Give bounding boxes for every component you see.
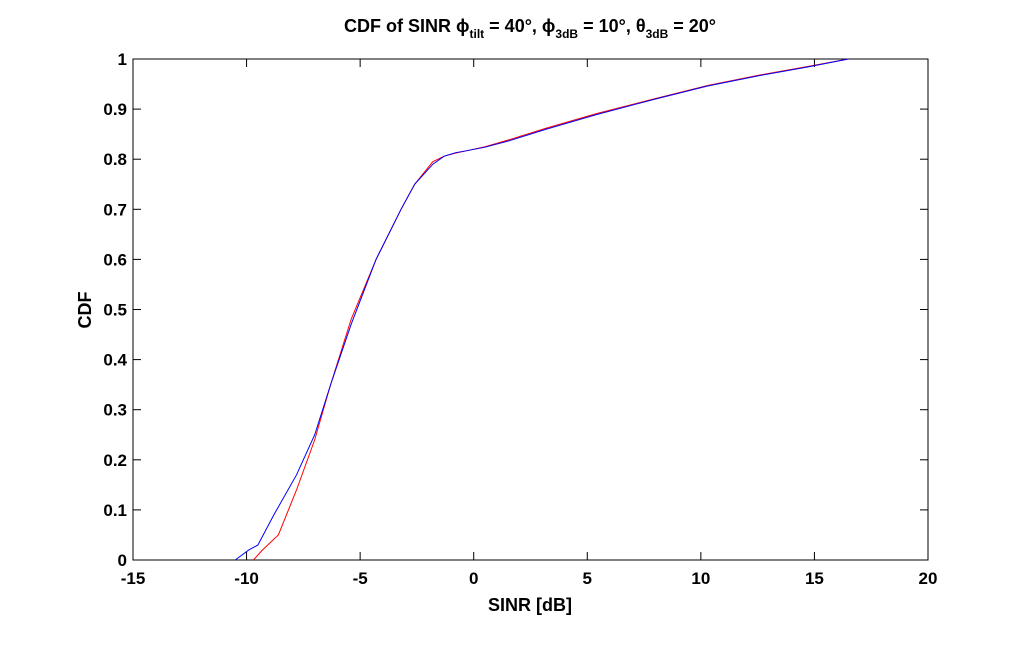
title-theta-value: = 20° (668, 16, 716, 36)
x-tick-label: 20 (919, 569, 938, 588)
x-tick-label: 5 (583, 569, 592, 588)
x-tick-label: -5 (353, 569, 368, 588)
title-tilt-subscript: tilt (470, 27, 485, 41)
title-phi3-value: = 10°, (578, 16, 636, 36)
series-line-2 (234, 58, 849, 561)
y-axis-tick-labels: 0 0.1 0.2 0.3 0.4 0.5 0.6 0.7 0.8 0.9 1 (103, 50, 127, 570)
plot-area (132, 58, 929, 561)
title-theta-symbol: θ (636, 16, 646, 36)
x-tick-label: -10 (234, 569, 259, 588)
y-axis-ticks (133, 58, 928, 561)
y-tick-label: 1 (118, 50, 127, 69)
y-tick-label: 0.1 (103, 501, 127, 520)
title-theta-subscript: 3dB (646, 27, 669, 41)
x-axis-label: SINR [dB] (488, 595, 572, 615)
title-phi3-symbol: ϕ (542, 16, 556, 36)
axes-box (132, 58, 929, 561)
y-tick-label: 0.9 (103, 100, 127, 119)
series-layer (234, 58, 849, 561)
y-tick-label: 0 (118, 551, 127, 570)
x-axis-ticks (132, 59, 929, 560)
title-tilt-value: = 40°, (484, 16, 542, 36)
x-tick-label: -15 (121, 569, 146, 588)
x-tick-label: 15 (805, 569, 824, 588)
y-axis-label: CDF (75, 292, 95, 329)
y-tick-label: 0.8 (103, 150, 127, 169)
y-tick-label: 0.2 (103, 451, 127, 470)
x-tick-label: 10 (691, 569, 710, 588)
y-tick-label: 0.3 (103, 401, 127, 420)
x-tick-label: 0 (469, 569, 478, 588)
y-tick-label: 0.7 (103, 200, 127, 219)
chart-title: CDF of SINR ϕtilt = 40°, ϕ3dB = 10°, θ3d… (344, 16, 716, 41)
y-tick-label: 0.4 (103, 351, 127, 370)
title-prefix: CDF of SINR (344, 16, 456, 36)
title-phi-symbol: ϕ (456, 16, 470, 36)
y-tick-label: 0.5 (103, 301, 127, 320)
x-axis-tick-labels: -15 -10 -5 0 5 10 15 20 (121, 569, 938, 588)
title-phi3-subscript: 3dB (555, 27, 578, 41)
y-tick-label: 0.6 (103, 250, 127, 269)
